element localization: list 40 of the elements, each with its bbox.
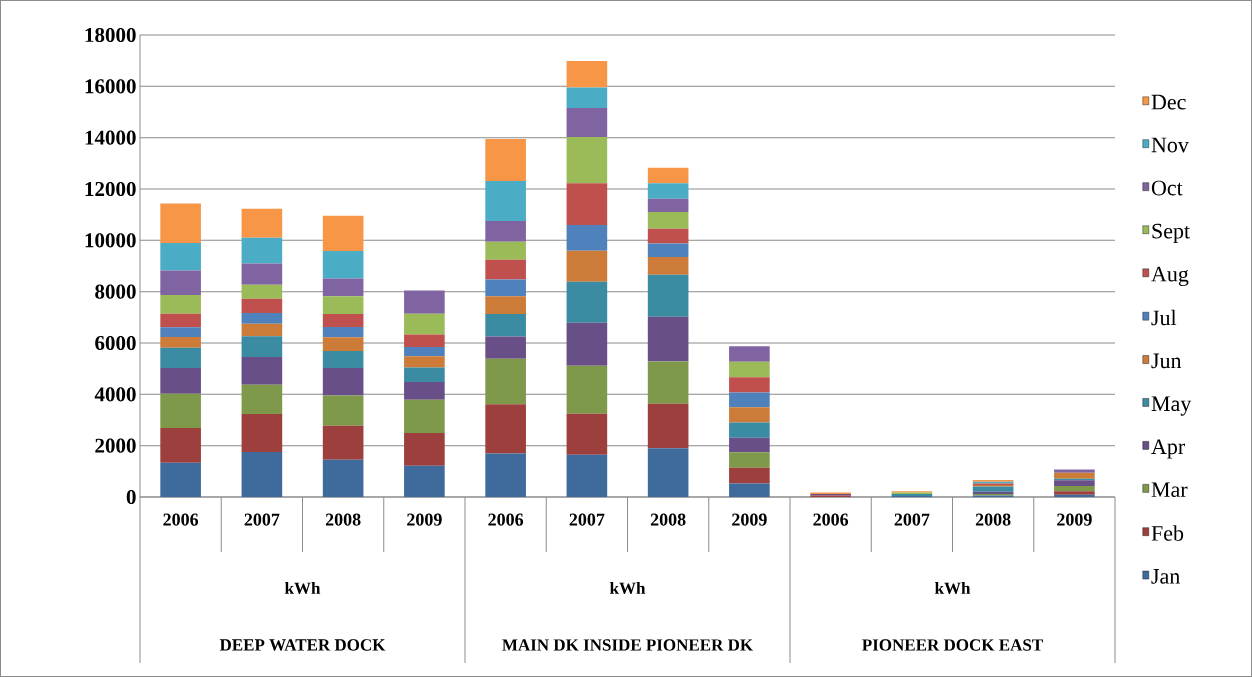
legend-label: Nov	[1151, 137, 1189, 153]
text: kWh	[284, 581, 321, 595]
legend-label: Sept	[1152, 223, 1190, 243]
y-tick-label: 16000	[85, 79, 136, 94]
legend-label: Feb	[1151, 525, 1184, 541]
x-tick-label: 2007	[244, 513, 280, 526]
y-tick-label: 14000	[85, 130, 136, 145]
legend-label: Jul	[1151, 309, 1177, 326]
legend-label: Dec	[1151, 94, 1186, 110]
legend-label: Oct	[1151, 180, 1183, 196]
y-tick-label: 4000	[94, 387, 136, 402]
y-tick-label: 10000	[85, 233, 136, 248]
x-tick-label: 2009	[732, 513, 767, 526]
x-tick-label: 2006	[163, 513, 199, 526]
x-tick-label: 2008	[325, 513, 361, 526]
text: MAIN DK INSIDE PIONEER DK	[502, 639, 753, 651]
x-tick-label: 2008	[650, 513, 686, 526]
legend-label: Apr	[1151, 439, 1186, 459]
legend-label: Mar	[1151, 482, 1188, 498]
x-tick-label: 2006	[488, 513, 524, 526]
text: kWh	[934, 581, 971, 595]
legend-label: Aug	[1151, 266, 1189, 287]
x-tick-label: 2009	[1057, 513, 1092, 526]
text: PIONEER DOCK EAST	[862, 639, 1043, 651]
y-tick-label: 2000	[95, 438, 136, 453]
y-tick-label: 8000	[95, 284, 136, 299]
x-tick-label: 2008	[975, 513, 1011, 526]
text: kWh	[609, 581, 646, 595]
y-tick-label: 12000	[85, 181, 136, 197]
legend-label: Jan	[1151, 569, 1180, 584]
x-tick-label: 2009	[407, 513, 442, 526]
x-tick-label: 2007	[894, 513, 930, 526]
x-tick-label: 2006	[813, 513, 849, 526]
legend-label: Jun	[1151, 353, 1182, 369]
legend-label: May	[1151, 396, 1192, 416]
y-tick-label: 6000	[95, 335, 136, 351]
y-tick-label: 18000	[85, 27, 136, 43]
text: DEEP WATER DOCK	[219, 639, 386, 651]
x-tick-label: 2007	[569, 513, 605, 526]
y-tick-label: 0	[126, 489, 136, 505]
